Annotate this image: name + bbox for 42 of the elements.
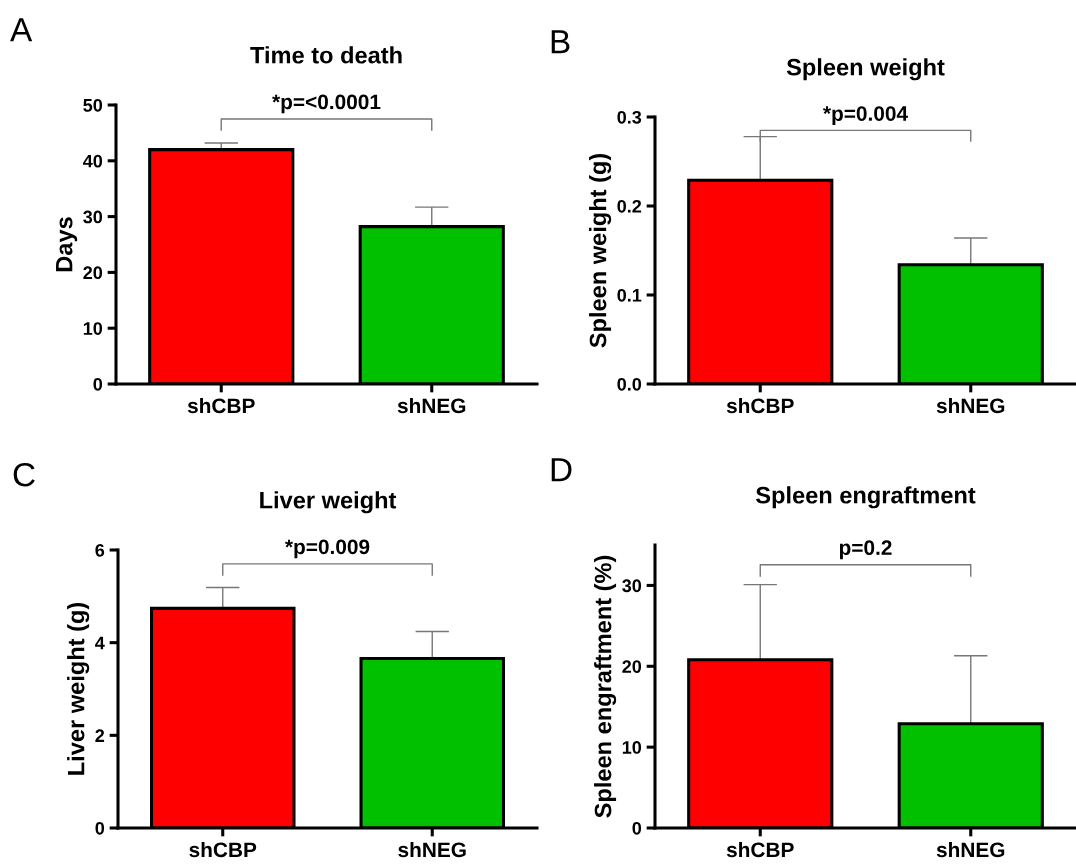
y-axis-title: Spleen weight (g) xyxy=(589,153,612,348)
y-tick-label: 0 xyxy=(632,821,642,835)
x-tick-label: shNEG xyxy=(398,841,466,858)
y-tick-label: 0.1 xyxy=(617,288,642,302)
text: C xyxy=(13,462,35,487)
y-tick-label: 30 xyxy=(83,210,103,224)
y-tick-label: 4 xyxy=(95,636,105,650)
y-axis-title: Days xyxy=(56,217,78,272)
chart-title: Liver weight xyxy=(260,491,397,514)
y-tick-label: 0.3 xyxy=(617,110,642,124)
chart-title: Spleen engraftment xyxy=(755,486,976,509)
x-tick-label: shNEG xyxy=(936,397,1005,414)
y-tick-label: 6 xyxy=(95,543,105,557)
annotation: p=0.2 xyxy=(839,540,892,560)
y-tick-label: 2 xyxy=(95,729,105,742)
text: A xyxy=(10,18,33,42)
x-tick-label: shCBP xyxy=(187,397,255,414)
y-axis-title: Spleen engraftment (%) xyxy=(594,555,617,818)
y-tick-label: 0.0 xyxy=(617,377,642,391)
y-axis-title: Liver weight (g) xyxy=(67,602,90,775)
y-tick-label: 0 xyxy=(95,821,105,835)
x-tick-label: shNEG xyxy=(397,397,466,414)
text: D xyxy=(551,458,572,482)
x-tick-label: shCBP xyxy=(726,397,794,414)
x-tick-label: shCBP xyxy=(189,841,257,858)
y-tick-label: 50 xyxy=(83,98,103,112)
y-tick-label: 0 xyxy=(93,377,103,391)
text: B xyxy=(551,30,570,54)
y-tick-label: 20 xyxy=(83,266,103,280)
y-tick-label: 10 xyxy=(83,322,103,335)
y-tick-label: 0.2 xyxy=(617,199,642,213)
y-tick-label: 20 xyxy=(622,660,642,674)
annotation: *p=0.009 xyxy=(285,539,370,559)
chart-title: Time to death xyxy=(250,46,402,64)
x-tick-label: shCBP xyxy=(726,841,794,858)
y-tick-label: 10 xyxy=(622,741,642,754)
y-tick-label: 30 xyxy=(622,579,642,593)
annotation: *p=<0.0001 xyxy=(272,94,381,114)
y-tick-label: 40 xyxy=(83,154,103,168)
annotation: *p=0.004 xyxy=(823,106,908,126)
x-tick-label: shNEG xyxy=(936,841,1005,858)
chart-title: Spleen weight xyxy=(786,58,945,81)
